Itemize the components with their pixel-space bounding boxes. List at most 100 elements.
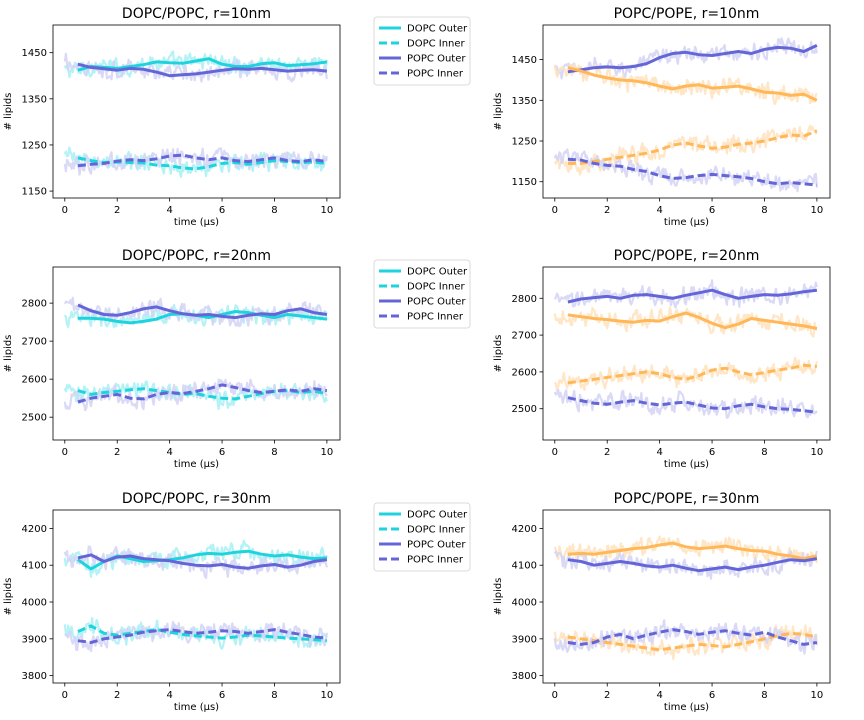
y-axis-label: # lipids xyxy=(3,335,14,373)
x-tick-label: 6 xyxy=(219,690,225,701)
legend-entry: POPC Outer xyxy=(407,54,466,65)
series-line-1 xyxy=(567,541,818,561)
x-axis-label: time (μs) xyxy=(664,459,709,470)
x-tick-label: 10 xyxy=(321,205,334,216)
series-line-3 xyxy=(567,129,818,165)
y-tick-label: 2500 xyxy=(512,404,537,415)
y-tick-label: 1150 xyxy=(22,187,47,198)
raw-trace-1 xyxy=(553,37,818,80)
x-tick-label: 4 xyxy=(166,447,172,458)
y-axis-label: # lipids xyxy=(3,93,14,131)
x-tick-label: 6 xyxy=(709,447,715,458)
y-tick-label: 1150 xyxy=(512,177,537,188)
y-tick-label: 4000 xyxy=(22,598,47,609)
x-tick-label: 6 xyxy=(219,447,225,458)
x-tick-label: 8 xyxy=(271,690,277,701)
legend-entry: POPC Inner xyxy=(407,312,464,323)
series-line-4 xyxy=(77,628,328,644)
axes-frame xyxy=(52,266,341,441)
raw-trace-3 xyxy=(553,124,818,176)
x-tick-label: 10 xyxy=(321,447,334,458)
axes-frame xyxy=(52,24,341,199)
chart-title: DOPC/POPC, r=20nm xyxy=(122,248,271,264)
x-axis-label: time (μs) xyxy=(174,459,219,470)
axes-frame xyxy=(542,266,831,441)
legend-entry: POPC Inner xyxy=(407,69,464,80)
series-line-1 xyxy=(567,288,818,304)
plot-area xyxy=(553,535,818,661)
chart-title: POPC/POPE, r=10nm xyxy=(614,6,760,22)
y-tick-label: 3800 xyxy=(22,671,47,682)
x-tick-label: 2 xyxy=(114,205,120,216)
x-tick-label: 10 xyxy=(811,205,824,216)
plot-area xyxy=(63,296,328,412)
y-tick-label: 1350 xyxy=(512,96,537,107)
series-line-2 xyxy=(567,66,818,102)
x-tick-label: 0 xyxy=(62,447,68,458)
series-line-4 xyxy=(77,383,328,404)
y-tick-label: 2700 xyxy=(22,337,47,348)
legend-entry: DOPC Inner xyxy=(407,282,466,293)
series-line-1 xyxy=(567,44,818,74)
x-tick-label: 0 xyxy=(62,690,68,701)
y-axis-label: # lipids xyxy=(493,93,504,131)
x-axis-label: time (μs) xyxy=(664,702,709,713)
legend-entry: DOPC Outer xyxy=(407,267,468,278)
x-tick-label: 6 xyxy=(219,205,225,216)
y-tick-label: 2800 xyxy=(512,294,537,305)
x-tick-label: 4 xyxy=(656,205,662,216)
x-tick-label: 8 xyxy=(761,690,767,701)
x-tick-label: 2 xyxy=(604,690,610,701)
subplot-4: 0 2 4 6 8 10 2500 2600 2700 2800 POPC/POPE, r=20nm… xyxy=(493,248,831,470)
legend-entry: DOPC Inner xyxy=(407,39,466,50)
legend-entry: POPC Inner xyxy=(407,555,464,566)
legend-frame xyxy=(373,16,471,86)
series-line-4 xyxy=(77,153,328,168)
x-tick-label: 4 xyxy=(656,447,662,458)
x-tick-label: 0 xyxy=(62,205,68,216)
subplot-3: 0 2 4 6 8 10 2500 2600 2700 2800 DOPC/POPC, r=20nm… xyxy=(3,248,471,470)
y-tick-label: 4200 xyxy=(22,524,47,535)
y-tick-label: 1350 xyxy=(22,94,47,105)
legend: DOPC Outer DOPC Inner POPC Outer POPC Inner xyxy=(373,16,471,86)
x-tick-label: 0 xyxy=(552,447,558,458)
series-line-2 xyxy=(567,557,818,573)
y-tick-label: 2500 xyxy=(22,413,47,424)
series-line-4 xyxy=(567,396,818,414)
y-tick-label: 4200 xyxy=(512,524,537,535)
x-tick-label: 4 xyxy=(166,205,172,216)
y-axis-label: # lipids xyxy=(493,578,504,616)
axes-frame xyxy=(52,509,341,684)
y-tick-label: 2800 xyxy=(22,299,47,310)
chart-title: DOPC/POPC, r=10nm xyxy=(122,6,271,22)
plot-area xyxy=(63,50,328,178)
series-line-3 xyxy=(77,303,328,320)
x-tick-label: 4 xyxy=(166,690,172,701)
series-line-1 xyxy=(77,310,328,325)
plot-area xyxy=(63,539,328,653)
y-tick-label: 2600 xyxy=(512,367,537,378)
chart-title: POPC/POPE, r=30nm xyxy=(614,491,760,507)
y-tick-label: 4000 xyxy=(512,598,537,609)
subplot-5: 0 2 4 6 8 10 3800 3900 4000 4100 4200 DOPC/POPC, r=… xyxy=(3,491,471,713)
series-line-3 xyxy=(77,62,328,78)
x-tick-label: 2 xyxy=(114,690,120,701)
raw-trace-3 xyxy=(553,356,818,392)
y-tick-label: 2700 xyxy=(512,331,537,342)
plot-area xyxy=(553,279,818,419)
subplot-1: 0 2 4 6 8 10 1150 1250 1350 1450 DOPC/POPC, r=10nm… xyxy=(3,6,471,228)
x-tick-label: 0 xyxy=(552,205,558,216)
plot-area xyxy=(553,37,818,193)
series-line-3 xyxy=(567,363,818,385)
series-line-4 xyxy=(567,157,818,187)
x-tick-label: 8 xyxy=(761,447,767,458)
legend-entry: POPC Outer xyxy=(407,540,466,551)
x-axis-label: time (μs) xyxy=(664,217,709,228)
x-tick-label: 10 xyxy=(811,447,824,458)
x-axis-label: time (μs) xyxy=(174,217,219,228)
subplot-2: 0 2 4 6 8 10 1150 1250 1350 1450 POPC/POPE, r=10nm… xyxy=(493,6,831,228)
y-tick-label: 3900 xyxy=(512,634,537,645)
x-tick-label: 8 xyxy=(761,205,767,216)
y-tick-label: 1450 xyxy=(512,55,537,66)
